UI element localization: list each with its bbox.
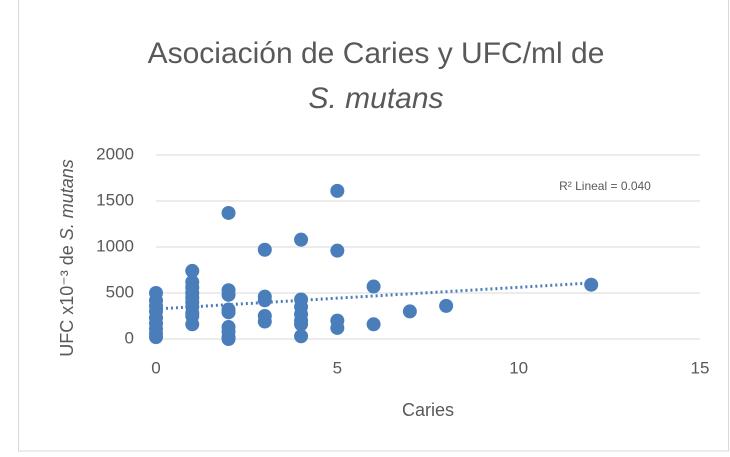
point <box>185 263 200 278</box>
point <box>257 293 272 308</box>
y-tick-label: 1500 <box>96 190 134 209</box>
point <box>330 183 345 198</box>
y-tick-label: 500 <box>106 282 134 301</box>
annotation-box <box>538 176 672 198</box>
y-tick-label: 2000 <box>96 144 134 163</box>
point <box>294 329 309 344</box>
annotation: R² Lineal = 0.040 <box>559 179 651 193</box>
x-tick-label: 5 <box>333 358 342 377</box>
point <box>366 279 381 294</box>
point <box>402 304 417 319</box>
point <box>294 317 309 332</box>
point <box>584 277 599 292</box>
point <box>294 232 309 247</box>
point <box>330 243 345 258</box>
point <box>221 205 236 220</box>
point <box>257 314 272 329</box>
chart-title-species: S. mutans <box>308 82 443 115</box>
y-tick-label: 1000 <box>96 236 134 255</box>
y-axis-label-part: UFC x10⁻³ de <box>57 240 77 357</box>
x-axis-label: Caries <box>402 400 454 420</box>
point <box>330 320 345 335</box>
point <box>221 305 236 320</box>
point <box>149 330 163 345</box>
point <box>366 317 381 332</box>
point <box>185 317 200 332</box>
point <box>221 287 236 302</box>
point <box>257 242 272 257</box>
x-tick-label: 0 <box>151 358 160 377</box>
point <box>221 332 236 346</box>
chart-frame <box>18 0 729 452</box>
x-tick-label: 15 <box>691 358 710 377</box>
y-axis-label: UFC x10⁻³ de S. mutans <box>57 159 77 357</box>
chart-title: Asociación de Caries y UFC/ml de <box>148 37 605 70</box>
y-tick-label: 0 <box>125 328 134 347</box>
y-axis-label-part: S. mutans <box>57 159 77 240</box>
point <box>439 298 454 313</box>
x-tick-label: 10 <box>509 358 528 377</box>
